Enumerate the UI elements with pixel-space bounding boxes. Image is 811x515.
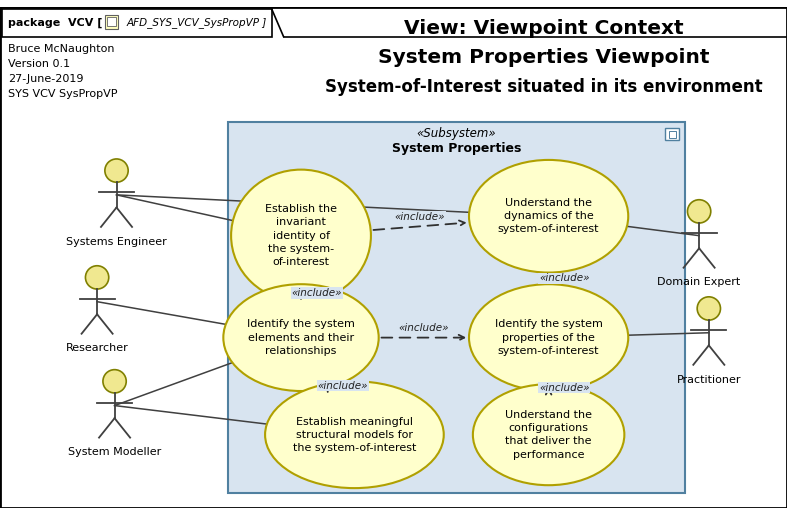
Text: «include»: «include» bbox=[398, 323, 449, 333]
Text: «include»: «include» bbox=[318, 381, 368, 391]
Circle shape bbox=[85, 266, 109, 289]
Ellipse shape bbox=[469, 284, 629, 391]
Text: AFD_SYS_VCV_SysPropVP ]: AFD_SYS_VCV_SysPropVP ] bbox=[127, 18, 267, 28]
Ellipse shape bbox=[473, 384, 624, 485]
Text: Domain Expert: Domain Expert bbox=[658, 278, 740, 287]
Text: Researcher: Researcher bbox=[66, 344, 128, 353]
Text: System Properties: System Properties bbox=[392, 142, 521, 155]
Text: System Properties Viewpoint: System Properties Viewpoint bbox=[378, 48, 710, 67]
Text: Practitioner: Practitioner bbox=[676, 374, 741, 385]
Circle shape bbox=[697, 297, 720, 320]
Bar bbox=[669, 131, 676, 138]
Text: Establish the
invariant
identity of
the system-
of-interest: Establish the invariant identity of the … bbox=[265, 204, 337, 267]
Ellipse shape bbox=[265, 381, 444, 488]
Ellipse shape bbox=[469, 160, 629, 272]
Text: package  VCV [: package VCV [ bbox=[8, 18, 102, 28]
Text: Establish meaningful
structural models for
the system-of-interest: Establish meaningful structural models f… bbox=[293, 417, 416, 453]
Text: Identify the system
properties of the
system-of-interest: Identify the system properties of the sy… bbox=[495, 319, 603, 356]
Text: «include»: «include» bbox=[539, 383, 590, 392]
Ellipse shape bbox=[223, 284, 379, 391]
Ellipse shape bbox=[231, 169, 371, 302]
Text: «Subsystem»: «Subsystem» bbox=[417, 127, 496, 140]
Bar bbox=[228, 122, 684, 493]
Bar bbox=[105, 15, 118, 29]
Text: System Modeller: System Modeller bbox=[68, 448, 161, 457]
Circle shape bbox=[688, 200, 710, 223]
Text: System-of-Interest situated in its environment: System-of-Interest situated in its envir… bbox=[325, 78, 762, 96]
Text: Understand the
dynamics of the
system-of-interest: Understand the dynamics of the system-of… bbox=[498, 198, 599, 234]
Bar bbox=[2, 9, 272, 37]
Text: Systems Engineer: Systems Engineer bbox=[67, 236, 167, 247]
Text: «include»: «include» bbox=[291, 288, 341, 298]
Text: «include»: «include» bbox=[539, 273, 590, 283]
Bar bbox=[107, 17, 115, 26]
Text: «include»: «include» bbox=[395, 212, 445, 221]
Text: Identify the system
elements and their
relationships: Identify the system elements and their r… bbox=[247, 319, 355, 356]
Text: View: Viewpoint Context: View: Viewpoint Context bbox=[404, 20, 684, 38]
Bar bbox=[665, 128, 679, 140]
Circle shape bbox=[103, 370, 127, 393]
Text: Bruce McNaughton
Version 0.1
27-June-2019
SYS VCV SysPropVP: Bruce McNaughton Version 0.1 27-June-201… bbox=[8, 44, 118, 99]
Circle shape bbox=[105, 159, 128, 182]
Text: Understand the
configurations
that deliver the
performance: Understand the configurations that deliv… bbox=[505, 410, 592, 459]
